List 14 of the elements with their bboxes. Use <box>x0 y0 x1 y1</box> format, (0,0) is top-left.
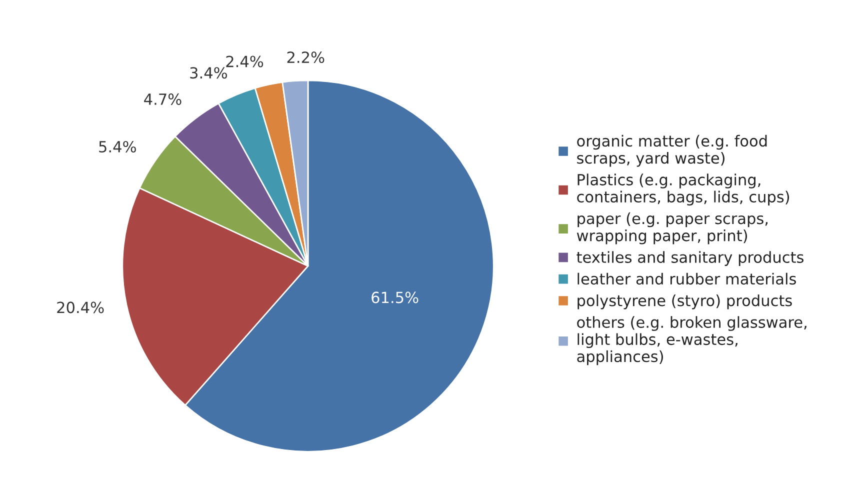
data-label: 4.7% <box>144 93 182 105</box>
data-label: 2.2% <box>287 52 324 64</box>
legend-label: organic matter (e.g. food scraps, yard waste) <box>577 134 767 167</box>
legend-label: paper (e.g. paper scraps, wrapping paper, print) <box>576 212 768 244</box>
legend-label: textiles and sanitary products <box>576 251 804 266</box>
data-label: 5.4% <box>99 140 136 153</box>
legend-label: leather and rubber materials <box>578 272 796 285</box>
legend-label: others (e.g. broken glassware, light bulbs, e-wastes, appliances) <box>577 316 806 366</box>
data-label: 20.4% <box>57 302 104 314</box>
data-label: 3.4% <box>190 67 228 79</box>
legend-label: polystyrene (styro) products <box>578 294 792 310</box>
data-label: 61.5% <box>372 292 418 304</box>
data-label: 2.4% <box>226 56 264 68</box>
legend-label: Plastics (e.g. packaging, containers, bags, lids, cups) <box>577 174 790 206</box>
